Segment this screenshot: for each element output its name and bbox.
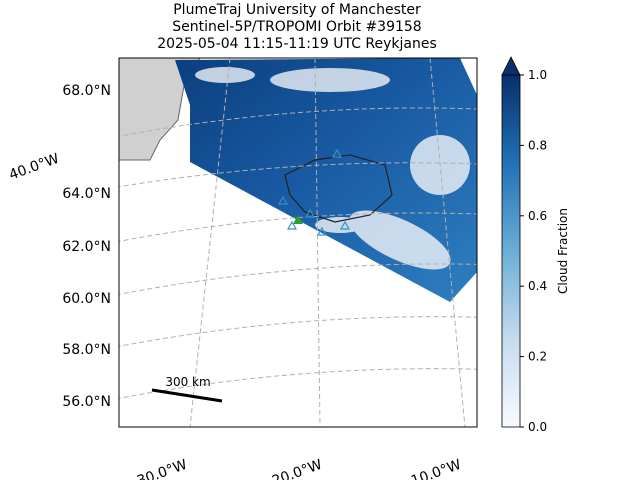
colorbar-tick-label: 1.0 [528, 68, 547, 82]
lat-label: 58.0°N [62, 342, 111, 358]
volcanoes [277, 148, 351, 236]
lat-label: 60.0°N [62, 291, 111, 307]
title-line: 2025-05-04 11:15-11:19 UTC Reykjanes [157, 36, 437, 52]
lon-label: 40.0°W [7, 151, 61, 184]
lon-label: 30.0°W [135, 457, 189, 480]
colorbar-label: Cloud Fraction [556, 208, 570, 294]
scale-label: 300 km [165, 375, 210, 389]
title-line: Sentinel-5P/TROPOMI Orbit #39158 [172, 19, 421, 35]
colorbar-tick-label: 0.6 [528, 209, 547, 223]
colorbar-tick-label: 0.0 [528, 420, 547, 434]
colorbar-tick-label: 0.4 [528, 279, 547, 293]
title-line: PlumeTraj University of Manchester [173, 2, 421, 18]
colorbar-tick-label: 0.2 [528, 350, 547, 364]
scale-bar [151, 388, 223, 403]
lat-label: 64.0°N [62, 186, 111, 202]
reykjanes-marker [293, 215, 303, 224]
graticule [119, 58, 477, 427]
lon-label: 10.0°W [409, 457, 463, 480]
colorbar-tick-label: 0.8 [528, 138, 547, 152]
lat-label: 62.0°N [62, 239, 111, 255]
colorbar [501, 74, 521, 428]
colorbar-extend [501, 56, 521, 76]
lat-label: 56.0°N [62, 394, 111, 410]
map-frame [118, 57, 478, 428]
map-area [119, 58, 477, 427]
lat-label: 68.0°N [62, 83, 111, 99]
lon-label: 20.0°W [270, 457, 324, 480]
